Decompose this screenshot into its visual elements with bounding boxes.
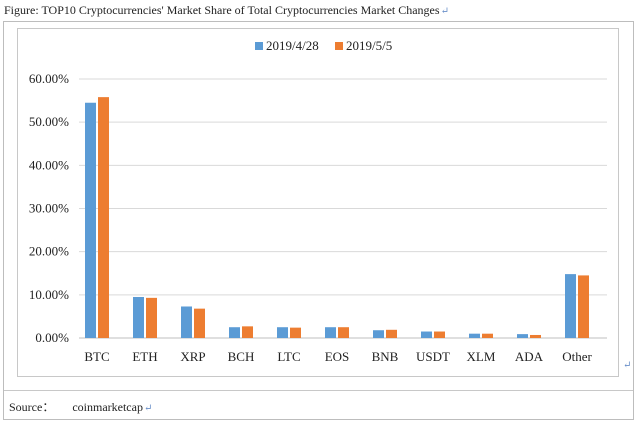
bar — [277, 327, 288, 338]
y-tick-label: 50.00% — [29, 114, 69, 129]
bar — [421, 331, 432, 338]
x-tick-label: XLM — [467, 349, 496, 364]
bar — [290, 327, 301, 338]
bar — [482, 333, 493, 338]
bar — [578, 275, 589, 338]
bar — [146, 297, 157, 338]
x-tick-label: XRP — [180, 349, 205, 364]
bar — [517, 334, 528, 338]
legend-swatch — [255, 42, 263, 50]
x-tick-label: LTC — [277, 349, 300, 364]
bar — [85, 102, 96, 338]
bar — [338, 327, 349, 338]
bar — [325, 327, 336, 338]
source-divider — [4, 390, 633, 391]
y-tick-label: 60.00% — [29, 71, 69, 86]
y-tick-label: 10.00% — [29, 287, 69, 302]
bar — [434, 331, 445, 338]
bar — [565, 274, 576, 338]
source-label: Source： — [9, 400, 55, 414]
x-tick-label: USDT — [416, 349, 450, 364]
bar — [194, 308, 205, 338]
return-mark-icon: ↵ — [143, 403, 153, 414]
x-tick-label: BNB — [372, 349, 399, 364]
legend-label: 2019/5/5 — [346, 38, 392, 53]
x-tick-label: BCH — [228, 349, 255, 364]
y-tick-label: 30.00% — [29, 201, 69, 216]
bar — [373, 330, 384, 338]
x-tick-label: EOS — [325, 349, 350, 364]
x-tick-label: Other — [562, 349, 592, 364]
x-tick-label: BTC — [84, 349, 109, 364]
bar — [98, 97, 109, 338]
legend-label: 2019/4/28 — [266, 38, 319, 53]
bar — [530, 334, 541, 338]
figure-frame — [3, 21, 634, 420]
y-tick-label: 20.00% — [29, 244, 69, 259]
source-value: coinmarketcap — [72, 400, 143, 414]
return-mark-icon: ↵ — [623, 360, 632, 371]
bar — [469, 333, 480, 338]
source-line: Source： coinmarketcap↵ — [9, 398, 152, 415]
x-tick-label: ADA — [515, 349, 544, 364]
bar — [229, 327, 240, 338]
legend-swatch — [335, 42, 343, 50]
chart-frame — [17, 28, 619, 377]
figure-caption: Figure: TOP10 Cryptocurrencies' Market S… — [4, 3, 449, 18]
y-tick-label: 40.00% — [29, 157, 69, 172]
bar — [242, 326, 253, 338]
x-tick-label: ETH — [132, 349, 157, 364]
bar — [133, 296, 144, 338]
bar — [181, 306, 192, 338]
return-mark-icon: ↵ — [440, 6, 449, 17]
bar — [386, 329, 397, 338]
figure-caption-text: Figure: TOP10 Cryptocurrencies' Market S… — [4, 3, 440, 17]
y-tick-label: 0.00% — [35, 330, 69, 345]
